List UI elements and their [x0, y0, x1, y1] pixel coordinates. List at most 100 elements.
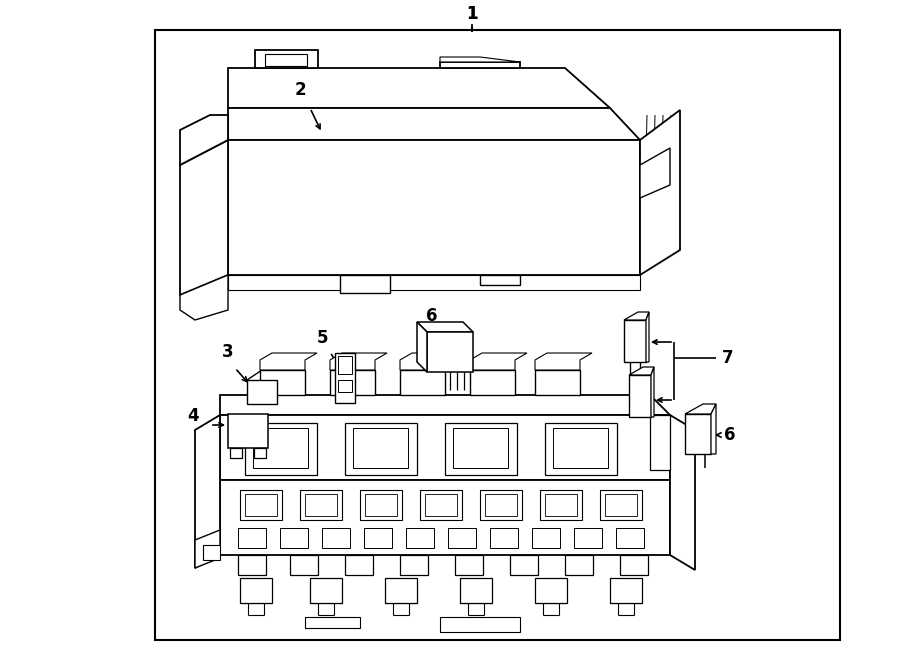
Polygon shape: [685, 404, 716, 414]
Polygon shape: [385, 578, 417, 603]
Polygon shape: [245, 494, 277, 516]
Polygon shape: [670, 415, 695, 570]
Polygon shape: [417, 322, 427, 372]
Polygon shape: [460, 578, 492, 603]
Polygon shape: [640, 148, 670, 198]
Text: 4: 4: [187, 407, 199, 425]
Polygon shape: [345, 555, 373, 575]
Polygon shape: [624, 320, 646, 362]
Polygon shape: [228, 108, 640, 140]
Polygon shape: [180, 115, 228, 165]
Polygon shape: [640, 110, 680, 275]
Polygon shape: [624, 312, 649, 320]
Polygon shape: [425, 494, 457, 516]
Polygon shape: [646, 312, 649, 362]
Polygon shape: [510, 555, 538, 575]
Polygon shape: [440, 57, 520, 62]
Text: 2: 2: [294, 81, 306, 99]
Polygon shape: [400, 370, 445, 395]
Polygon shape: [420, 490, 462, 520]
Polygon shape: [330, 370, 375, 395]
Text: 1: 1: [466, 5, 478, 23]
Polygon shape: [400, 555, 428, 575]
Polygon shape: [260, 353, 317, 370]
Polygon shape: [711, 404, 716, 454]
Text: 5: 5: [316, 329, 328, 347]
Polygon shape: [245, 423, 317, 475]
Polygon shape: [203, 545, 220, 560]
Polygon shape: [535, 353, 592, 370]
Text: 6: 6: [427, 307, 437, 325]
Polygon shape: [228, 275, 640, 290]
Polygon shape: [310, 578, 342, 603]
Polygon shape: [220, 395, 670, 415]
Polygon shape: [238, 528, 266, 548]
Polygon shape: [338, 356, 352, 374]
Polygon shape: [322, 528, 350, 548]
Polygon shape: [545, 494, 577, 516]
Polygon shape: [230, 448, 242, 458]
Polygon shape: [629, 375, 651, 417]
Polygon shape: [417, 322, 473, 332]
Polygon shape: [195, 415, 220, 568]
Polygon shape: [240, 578, 272, 603]
Text: 1: 1: [466, 5, 478, 23]
Polygon shape: [616, 528, 644, 548]
Polygon shape: [305, 494, 337, 516]
Polygon shape: [220, 480, 670, 555]
Polygon shape: [180, 140, 228, 295]
Polygon shape: [448, 528, 476, 548]
Polygon shape: [650, 415, 670, 470]
Polygon shape: [535, 578, 567, 603]
Polygon shape: [406, 528, 434, 548]
Polygon shape: [228, 414, 268, 448]
Polygon shape: [440, 617, 520, 632]
Polygon shape: [685, 414, 711, 454]
Polygon shape: [300, 490, 342, 520]
Polygon shape: [240, 490, 282, 520]
Polygon shape: [360, 490, 402, 520]
Polygon shape: [330, 353, 387, 370]
Polygon shape: [610, 578, 642, 603]
Polygon shape: [340, 275, 390, 293]
Polygon shape: [290, 555, 318, 575]
Polygon shape: [600, 490, 642, 520]
Polygon shape: [238, 555, 266, 575]
Polygon shape: [629, 367, 654, 375]
Polygon shape: [335, 353, 355, 403]
Polygon shape: [651, 367, 654, 417]
Polygon shape: [338, 380, 352, 392]
Polygon shape: [553, 428, 608, 468]
Polygon shape: [254, 448, 266, 458]
Polygon shape: [455, 555, 483, 575]
Polygon shape: [445, 423, 517, 475]
Polygon shape: [280, 528, 308, 548]
Polygon shape: [364, 528, 392, 548]
Polygon shape: [490, 528, 518, 548]
Polygon shape: [228, 140, 640, 275]
Polygon shape: [540, 490, 582, 520]
Polygon shape: [228, 68, 610, 108]
Polygon shape: [247, 380, 277, 404]
Polygon shape: [265, 54, 307, 66]
Polygon shape: [260, 370, 305, 395]
Polygon shape: [532, 528, 560, 548]
Polygon shape: [565, 555, 593, 575]
Text: 7: 7: [722, 349, 734, 367]
Polygon shape: [400, 353, 457, 370]
Polygon shape: [365, 494, 397, 516]
Polygon shape: [427, 332, 473, 372]
Polygon shape: [620, 555, 648, 575]
Polygon shape: [440, 62, 520, 68]
Polygon shape: [155, 30, 840, 640]
Polygon shape: [195, 530, 220, 568]
Text: 3: 3: [222, 343, 234, 361]
Polygon shape: [255, 50, 318, 68]
Polygon shape: [253, 428, 308, 468]
Polygon shape: [345, 423, 417, 475]
Polygon shape: [305, 617, 360, 628]
Polygon shape: [470, 353, 527, 370]
Polygon shape: [485, 494, 517, 516]
Polygon shape: [535, 370, 580, 395]
Polygon shape: [180, 275, 228, 320]
